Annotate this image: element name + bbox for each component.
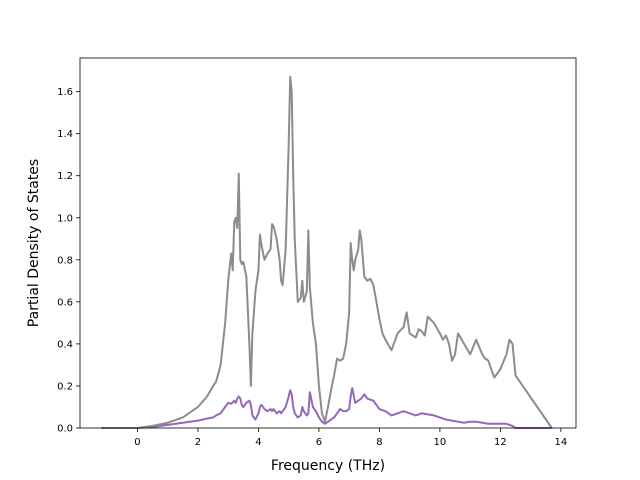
x-tick-label: 8: [376, 437, 382, 448]
series-line-2: [101, 75, 553, 429]
x-tick-label: 0: [134, 437, 140, 448]
y-tick-label: 1.4: [57, 129, 73, 140]
y-tick-label: 0.0: [57, 424, 73, 435]
x-tick-label: 4: [255, 437, 261, 448]
x-axis-label: Frequency (THz): [271, 458, 385, 474]
y-tick-label: 1.0: [57, 213, 73, 224]
y-tick-label: 0.2: [57, 381, 73, 392]
y-tick-label: 0.8: [57, 255, 73, 266]
x-tick-label: 12: [494, 437, 507, 448]
x-tick-label: 6: [316, 437, 322, 448]
x-axis-ticks: 0 2 4 6 8 10 12 14: [134, 428, 567, 448]
y-tick-label: 0.6: [57, 297, 73, 308]
series-line-1: [101, 387, 552, 429]
x-tick-label: 10: [434, 437, 447, 448]
y-tick-label: 0.4: [57, 339, 73, 350]
plot-frame: [79, 57, 577, 429]
y-axis-ticks: 0.0 0.2 0.4 0.6 0.8 1.0 1.2 1.4 1.6: [57, 87, 80, 435]
series-lines: [101, 75, 553, 429]
x-tick-label: 2: [195, 437, 201, 448]
y-axis-label: Partial Density of States: [26, 159, 42, 327]
y-tick-label: 1.2: [57, 171, 73, 182]
y-tick-label: 1.6: [57, 87, 73, 98]
x-tick-label: 14: [555, 437, 568, 448]
